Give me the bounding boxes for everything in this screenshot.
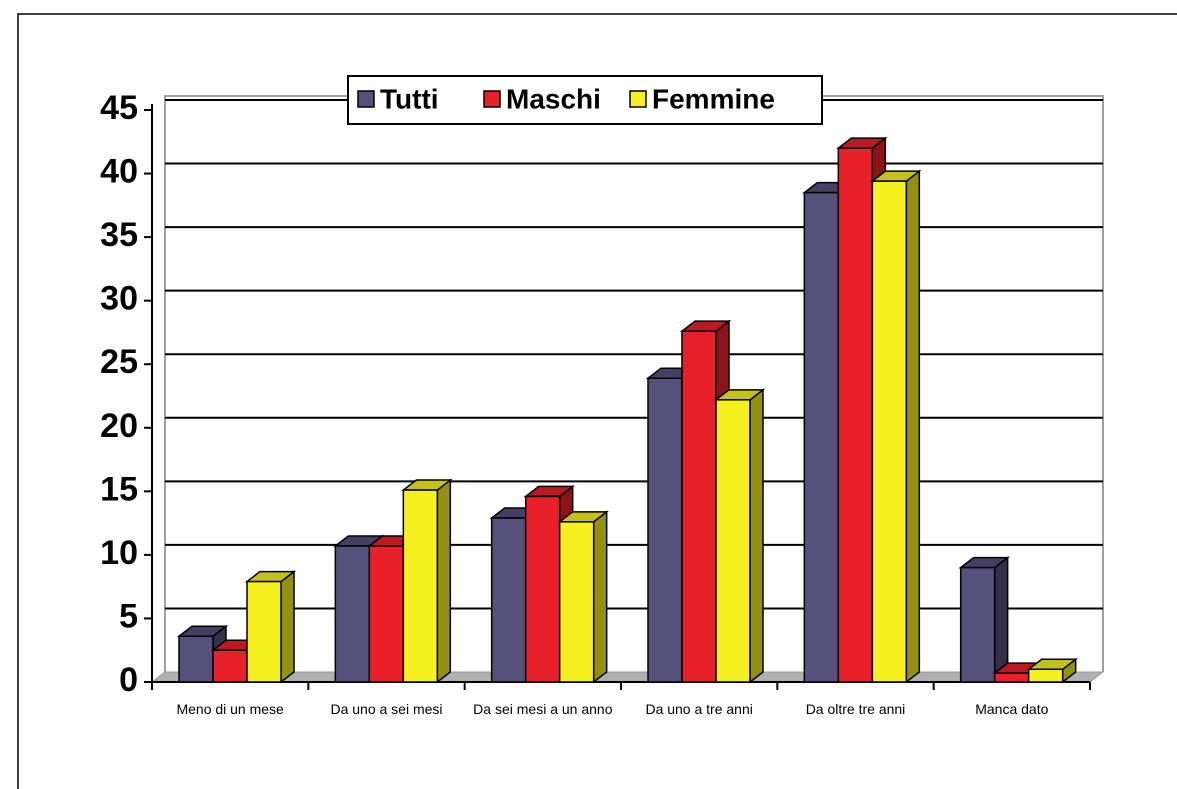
bar: [334, 545, 371, 683]
y-tick-label: 40: [100, 153, 138, 191]
y-tick-label: 25: [100, 343, 138, 381]
legend-label: Tutti: [380, 83, 439, 114]
y-tick-label: 10: [100, 534, 138, 572]
bar-side: [280, 570, 295, 684]
legend-label: Femmine: [652, 83, 775, 114]
bar: [715, 399, 751, 683]
bar: [490, 517, 527, 683]
x-tick-label: Da uno a tre anni: [645, 701, 753, 717]
y-tick-label: 45: [100, 89, 138, 127]
legend-swatch: [357, 90, 375, 108]
bar: [837, 147, 874, 683]
bar: [524, 495, 561, 683]
bar: [558, 521, 595, 683]
x-tick-label: Manca dato: [975, 701, 1049, 717]
bar-side: [905, 169, 921, 684]
x-tick-label: Da uno a sei mesi: [330, 701, 443, 717]
bar: [402, 489, 439, 683]
bar-side: [592, 510, 608, 684]
legend-swatch: [629, 90, 647, 108]
y-tick-label: 35: [100, 216, 138, 254]
legend-label: Maschi: [506, 83, 601, 114]
bar-side: [749, 388, 764, 684]
legend-box: [347, 75, 823, 125]
bar: [212, 649, 248, 683]
y-tick-label: 0: [119, 661, 138, 699]
bar: [959, 566, 996, 683]
bar: [681, 330, 717, 683]
y-tick-label: 20: [100, 407, 138, 445]
bar: [647, 377, 683, 683]
bar: [246, 580, 282, 683]
x-tick-label: Da sei mesi a un anno: [473, 701, 613, 717]
y-tick-label: 15: [100, 470, 138, 508]
legend-swatch: [483, 90, 501, 108]
y-tick-label: 5: [119, 597, 138, 635]
x-tick-label: Meno di un mese: [176, 701, 284, 717]
bar: [178, 635, 214, 683]
bar: [993, 672, 1030, 683]
bar: [368, 545, 405, 683]
bar-side: [993, 556, 1009, 684]
x-tick-label: Da oltre tre anni: [805, 701, 906, 717]
bar: [803, 191, 840, 683]
y-tick-label: 30: [100, 280, 138, 318]
frame: [17, 13, 1177, 789]
bar-side: [436, 478, 452, 684]
bar: [871, 180, 908, 683]
bar: [1027, 668, 1064, 683]
